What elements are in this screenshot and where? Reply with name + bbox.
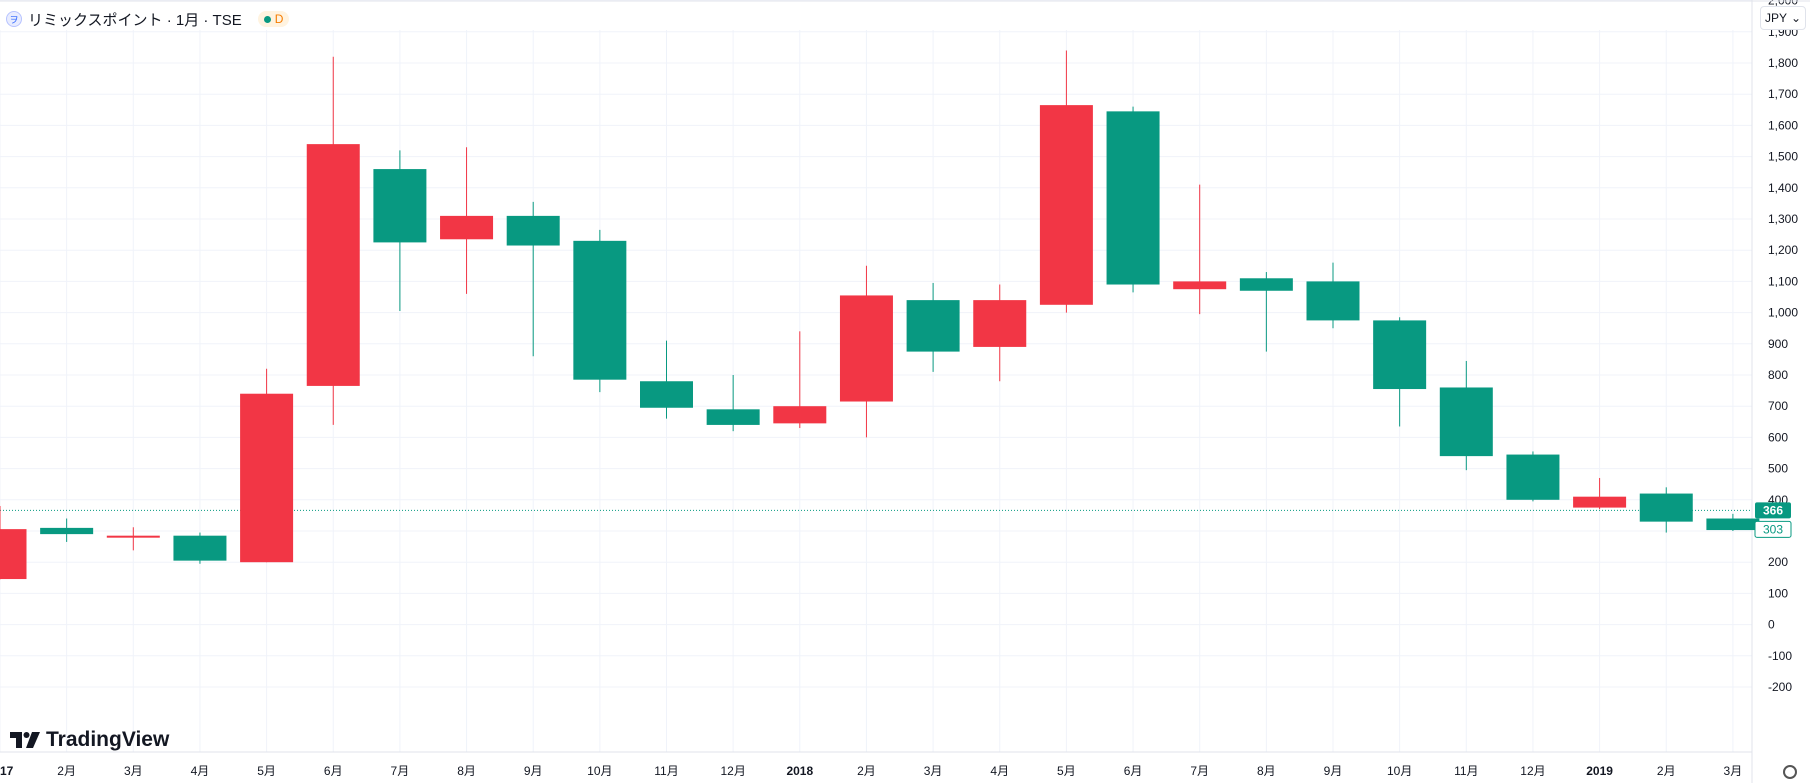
candle-body [373, 169, 427, 243]
symbol-title[interactable]: リミックスポイント · 1月 · TSE [28, 11, 242, 29]
y-tick-label: 0 [1768, 618, 1775, 632]
x-tick-label: 8月 [1257, 764, 1276, 778]
x-tick-label: 8月 [457, 764, 476, 778]
y-tick-label: 500 [1768, 462, 1788, 476]
x-tick-label: 11月 [654, 764, 678, 778]
chart-header: ヲ リミックスポイント · 1月 · TSE D [6, 8, 290, 30]
candle-body [1373, 320, 1427, 390]
x-tick-label: 2019 [1586, 764, 1613, 778]
x-tick-label: 5月 [1057, 764, 1076, 778]
y-tick-label: -200 [1768, 680, 1792, 694]
candle-body [906, 300, 960, 352]
x-tick-label: 4月 [191, 764, 210, 778]
candle-body [1639, 493, 1693, 522]
currency-label: JPY [1764, 11, 1787, 25]
candle-body [0, 529, 27, 580]
x-tick-label: 5月 [257, 764, 276, 778]
tradingview-mark-icon [10, 732, 40, 748]
candle-body [240, 393, 294, 563]
x-tick-label: 7月 [391, 764, 410, 778]
y-tick-label: 900 [1768, 337, 1788, 351]
settings-gear-icon[interactable] [1783, 765, 1797, 779]
candle-body [1239, 278, 1293, 291]
candle-body [1506, 454, 1560, 500]
x-tick-label: 10月 [1387, 764, 1412, 778]
y-tick-label: 800 [1768, 368, 1788, 382]
candle-body [506, 215, 560, 246]
y-tick-label: 2,000 [1768, 0, 1798, 8]
symbol-logo-icon[interactable]: ヲ [6, 11, 22, 27]
x-tick-label: 12月 [1520, 764, 1545, 778]
y-tick-label: 600 [1768, 430, 1788, 444]
x-tick-label: 6月 [324, 764, 343, 778]
y-tick-label: 1,100 [1768, 274, 1798, 288]
y-tick-label: -100 [1768, 649, 1792, 663]
x-tick-label: 6月 [1124, 764, 1143, 778]
candle-body [1039, 105, 1093, 305]
candle-body [306, 144, 360, 386]
currency-selector[interactable]: JPY ⌄ [1760, 6, 1806, 30]
y-tick-label: 100 [1768, 586, 1788, 600]
y-tick-label: 1,500 [1768, 150, 1798, 164]
brand-name: TradingView [46, 728, 170, 751]
y-tick-label: 200 [1768, 555, 1788, 569]
x-tick-label: 2018 [786, 764, 813, 778]
x-tick-label: 4月 [990, 764, 1009, 778]
x-tick-label: 9月 [1324, 764, 1343, 778]
candle-body [706, 409, 760, 425]
status-dot-icon [263, 15, 271, 23]
chevron-down-icon: ⌄ [1790, 11, 1802, 25]
x-tick-label: 11月 [1454, 764, 1478, 778]
prev-close-label: 303 [1763, 522, 1783, 536]
market-status-badge[interactable]: D [257, 11, 290, 27]
candle-body [973, 300, 1027, 347]
x-tick-label: 2017 [0, 764, 14, 778]
candle-body [1173, 281, 1227, 290]
candle-body [106, 535, 160, 538]
x-tick-label: 3月 [924, 764, 943, 778]
candle-body [1573, 496, 1627, 508]
candle-body [1706, 518, 1760, 531]
x-tick-label: 12月 [720, 764, 745, 778]
x-tick-label: 10月 [587, 764, 612, 778]
candle-body [573, 240, 627, 380]
y-tick-label: 1,700 [1768, 87, 1798, 101]
y-tick-label: 1,300 [1768, 212, 1798, 226]
last-price-label: 366 [1763, 503, 1783, 517]
x-tick-label: 7月 [1190, 764, 1209, 778]
y-tick-label: 1,800 [1768, 56, 1798, 70]
candle-body [640, 381, 693, 408]
candle-body [1439, 387, 1493, 457]
tradingview-logo[interactable]: TradingView [10, 728, 169, 752]
x-tick-label: 2月 [57, 764, 76, 778]
y-tick-label: 700 [1768, 399, 1788, 413]
x-tick-label: 9月 [524, 764, 543, 778]
candle-body [773, 406, 827, 424]
x-tick-label: 2月 [1657, 764, 1676, 778]
candle-body [173, 535, 227, 561]
y-tick-label: 1,400 [1768, 181, 1798, 195]
last-price-badge [1755, 502, 1791, 519]
x-tick-label: 3月 [1724, 764, 1743, 778]
candle-body [1306, 281, 1360, 321]
y-tick-label: 1,600 [1768, 118, 1798, 132]
candle-body [839, 295, 893, 402]
x-tick-label: 3月 [124, 764, 143, 778]
x-tick-label: 2月 [857, 764, 876, 778]
prev-close-badge [1754, 520, 1792, 538]
y-tick-label: 1,000 [1768, 306, 1798, 320]
candle-body [440, 215, 494, 240]
y-tick-label: 1,200 [1768, 243, 1798, 257]
candle-body [40, 527, 94, 535]
candle-body [1106, 111, 1160, 285]
status-label: D [274, 12, 284, 26]
